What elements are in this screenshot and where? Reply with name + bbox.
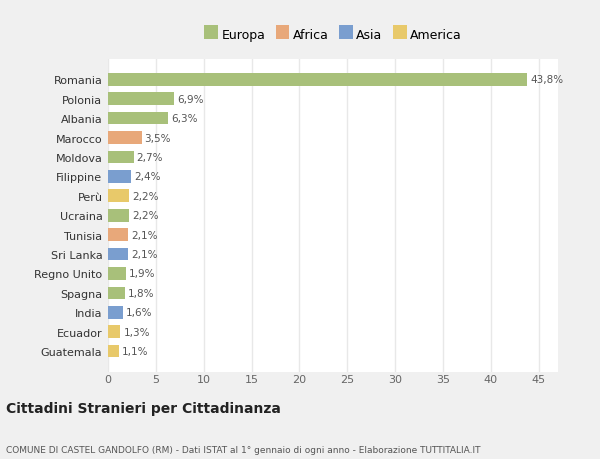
Bar xyxy=(108,209,129,222)
Text: 2,7%: 2,7% xyxy=(137,153,163,162)
Bar xyxy=(108,74,527,86)
Text: 2,2%: 2,2% xyxy=(132,191,158,202)
Bar xyxy=(108,268,126,280)
Legend: Europa, Africa, Asia, America: Europa, Africa, Asia, America xyxy=(204,28,462,41)
Text: 1,3%: 1,3% xyxy=(124,327,150,337)
Bar xyxy=(108,112,169,125)
Text: 1,8%: 1,8% xyxy=(128,288,155,298)
Bar xyxy=(108,132,142,145)
Bar xyxy=(108,171,131,183)
Text: Cittadini Stranieri per Cittadinanza: Cittadini Stranieri per Cittadinanza xyxy=(6,402,281,415)
Bar xyxy=(108,93,174,106)
Text: COMUNE DI CASTEL GANDOLFO (RM) - Dati ISTAT al 1° gennaio di ogni anno - Elabora: COMUNE DI CASTEL GANDOLFO (RM) - Dati IS… xyxy=(6,445,481,454)
Bar xyxy=(108,325,121,338)
Text: 1,1%: 1,1% xyxy=(121,347,148,356)
Text: 2,1%: 2,1% xyxy=(131,230,157,240)
Bar xyxy=(108,287,125,300)
Bar xyxy=(108,151,134,164)
Text: 2,1%: 2,1% xyxy=(131,250,157,259)
Text: 2,4%: 2,4% xyxy=(134,172,160,182)
Bar xyxy=(108,345,119,358)
Text: 6,3%: 6,3% xyxy=(171,114,197,124)
Text: 3,5%: 3,5% xyxy=(145,133,171,143)
Text: 43,8%: 43,8% xyxy=(530,75,563,85)
Bar xyxy=(108,229,128,241)
Bar xyxy=(108,306,124,319)
Text: 1,6%: 1,6% xyxy=(126,308,152,318)
Text: 1,9%: 1,9% xyxy=(129,269,155,279)
Text: 6,9%: 6,9% xyxy=(177,95,203,105)
Bar xyxy=(108,190,129,203)
Bar xyxy=(108,248,128,261)
Text: 2,2%: 2,2% xyxy=(132,211,158,221)
